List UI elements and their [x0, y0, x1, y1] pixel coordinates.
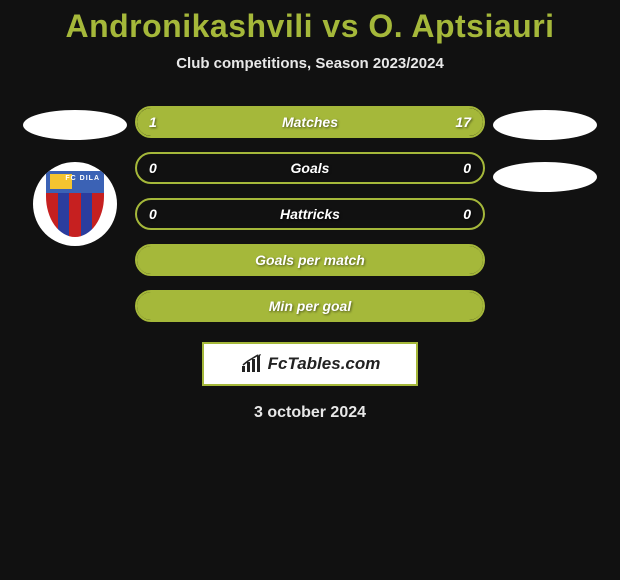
left-player-column: FC DILA	[15, 106, 135, 336]
club-logo-text: FC DILA	[65, 175, 100, 182]
stat-left-value: 1	[149, 114, 157, 130]
site-badge[interactable]: FcTables.com	[202, 342, 418, 386]
site-name: FcTables.com	[268, 354, 381, 374]
player-photo-placeholder	[493, 110, 597, 140]
right-player-column	[485, 106, 605, 336]
stat-label: Goals	[291, 160, 330, 176]
page-title: Andronikashvili vs O. Aptsiauri	[0, 8, 620, 45]
comparison-widget: Andronikashvili vs O. Aptsiauri Club com…	[0, 0, 620, 422]
club-logo-placeholder	[493, 162, 597, 192]
stat-label: Hattricks	[280, 206, 340, 222]
stat-right-value: 0	[463, 160, 471, 176]
stat-right-value: 17	[455, 114, 471, 130]
stat-row-hattricks: 0 Hattricks 0	[135, 198, 485, 230]
stat-row-matches: 1 Matches 17	[135, 106, 485, 138]
stat-label: Matches	[282, 114, 338, 130]
stat-label: Goals per match	[255, 252, 365, 268]
stat-label: Min per goal	[269, 298, 351, 314]
comparison-area: FC DILA 1 Matches 17	[0, 106, 620, 336]
chart-icon	[240, 354, 264, 374]
date-text: 3 october 2024	[0, 404, 620, 422]
stat-right-value: 0	[463, 206, 471, 222]
shield-icon: FC DILA	[46, 171, 104, 237]
stat-row-goals-per-match: Goals per match	[135, 244, 485, 276]
player-photo-placeholder	[23, 110, 127, 140]
stat-left-value: 0	[149, 160, 157, 176]
stats-column: 1 Matches 17 0 Goals 0 0 Hattricks 0 Goa…	[135, 106, 485, 336]
stat-row-min-per-goal: Min per goal	[135, 290, 485, 322]
club-logo: FC DILA	[33, 162, 117, 246]
subtitle: Club competitions, Season 2023/2024	[0, 55, 620, 72]
stat-row-goals: 0 Goals 0	[135, 152, 485, 184]
stat-left-value: 0	[149, 206, 157, 222]
